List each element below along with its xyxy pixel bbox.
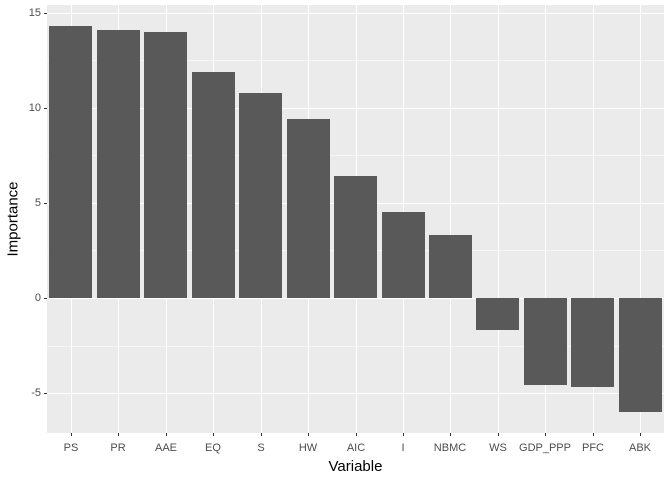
- category-gridline: [545, 5, 547, 433]
- x-tick-label-PFC: PFC: [582, 442, 604, 454]
- category-gridline: [592, 5, 594, 433]
- x-axis-title: Variable: [328, 458, 383, 475]
- x-tick-mark: [450, 433, 451, 436]
- y-tick-label: 0: [34, 292, 41, 304]
- x-tick-mark: [71, 433, 72, 436]
- y-axis-title: Importance: [4, 181, 22, 257]
- x-tick-mark: [640, 433, 641, 436]
- bar-S: [239, 92, 283, 298]
- bar-WS: [476, 297, 520, 331]
- plot-panel: [47, 5, 664, 433]
- x-tick-label-AAE: AAE: [154, 442, 177, 454]
- y-tick-label: 10: [28, 102, 41, 114]
- bar-EQ: [191, 71, 235, 298]
- y-tick-mark: [44, 298, 47, 299]
- x-tick-mark: [403, 433, 404, 436]
- y-tick-label: -5: [31, 387, 41, 399]
- bar-PS: [49, 25, 93, 298]
- x-tick-label-HW: HW: [298, 442, 318, 454]
- x-tick-label-I: I: [401, 442, 405, 454]
- bar-AAE: [144, 31, 188, 298]
- bar-NBMC: [428, 235, 472, 298]
- y-tick-label: 5: [34, 197, 41, 209]
- bar-PFC: [571, 297, 615, 388]
- bar-GDP_PPP: [523, 297, 567, 386]
- x-tick-mark: [498, 433, 499, 436]
- y-tick-label: 15: [28, 7, 41, 19]
- x-tick-mark: [545, 433, 546, 436]
- category-gridline: [497, 5, 499, 433]
- y-tick-mark: [44, 108, 47, 109]
- y-tick-mark: [44, 393, 47, 394]
- x-tick-mark: [213, 433, 214, 436]
- category-gridline: [450, 5, 452, 433]
- x-tick-label-AIC: AIC: [346, 442, 366, 454]
- bar-ABK: [618, 297, 662, 412]
- x-tick-mark: [308, 433, 309, 436]
- x-tick-label-ABK: ABK: [628, 442, 651, 454]
- bar-AIC: [334, 176, 377, 298]
- bar-I: [381, 212, 425, 298]
- x-tick-label-PR: PR: [110, 442, 126, 454]
- x-tick-label-PS: PS: [63, 442, 79, 454]
- x-tick-label-WS: WS: [489, 442, 507, 454]
- x-tick-mark: [356, 433, 357, 436]
- y-tick-mark: [44, 13, 47, 14]
- y-tick-mark: [44, 203, 47, 204]
- bar-HW: [286, 119, 330, 298]
- x-tick-mark: [166, 433, 167, 436]
- x-tick-label-GDP_PPP: GDP_PPP: [519, 442, 571, 454]
- x-tick-label-NBMC: NBMC: [433, 442, 467, 454]
- x-tick-label-S: S: [257, 442, 265, 454]
- bar-PR: [96, 29, 140, 298]
- category-gridline: [640, 5, 642, 433]
- x-tick-mark: [261, 433, 262, 436]
- x-tick-mark: [593, 433, 594, 436]
- x-tick-mark: [118, 433, 119, 436]
- x-tick-label-EQ: EQ: [205, 442, 221, 454]
